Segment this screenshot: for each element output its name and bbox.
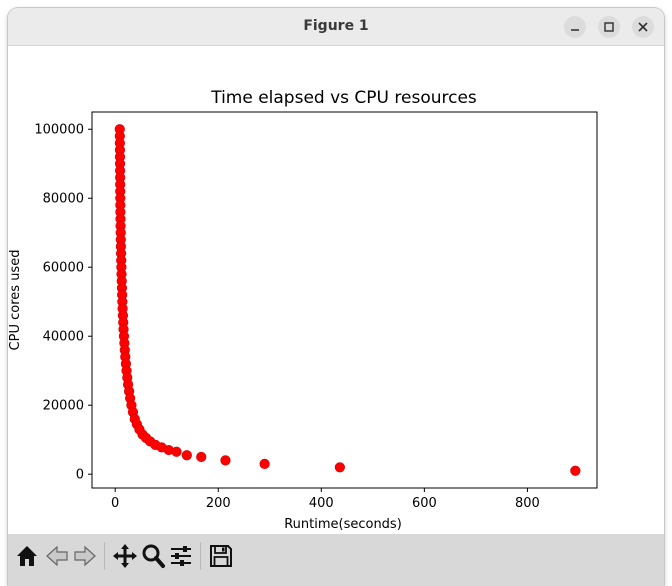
y-axis-label: CPU cores used [8,250,23,351]
y-tick-label: 0 [76,468,84,483]
minimize-icon [571,29,579,31]
home-button[interactable] [14,543,40,569]
figure-canvas[interactable]: Time elapsed vs CPU resources 0 20000 4000… [8,46,664,534]
forward-arrow-icon [74,545,96,567]
navigation-toolbar [8,534,664,586]
chart-title: Time elapsed vs CPU resources [210,88,477,108]
figure-window: Figure 1 Time elapsed vs CPU resources 0… [8,8,664,586]
x-tick-label: 800 [515,496,540,511]
y-axis-ticks: 0 20000 40000 60000 80000 100000 [34,123,92,483]
zoom-icon [142,544,165,568]
data-point [259,458,270,469]
back-arrow-icon [46,545,68,567]
data-point [220,455,231,466]
plot-frame [91,111,598,489]
x-axis-label: Runtime(seconds) [284,517,402,532]
data-points [114,124,581,476]
title-bar[interactable]: Figure 1 [8,8,664,46]
scatter-chart: Time elapsed vs CPU resources 0200004000… [8,88,598,532]
data-point [171,446,182,457]
configure-subplots-icon [171,546,191,566]
data-point [196,451,207,463]
maximize-button[interactable] [598,16,620,38]
home-icon [17,546,37,566]
y-tick-label: 20000 [43,399,84,414]
x-tick-label: 0 [111,496,119,511]
x-tick-label: 400 [309,496,334,511]
save-button[interactable] [208,543,234,569]
maximize-icon [604,22,614,32]
pan-icon [113,544,137,568]
data-point [181,450,192,461]
y-tick-label: 60000 [43,261,84,276]
close-icon [638,22,648,32]
y-tick-label: 80000 [43,192,84,207]
x-axis-ticks: 0 200 400 600 800 [111,488,540,511]
y-tick-label: 40000 [43,330,84,345]
forward-button[interactable] [72,543,98,569]
toolbar-separator [200,542,201,570]
toolbar-separator [104,542,105,570]
window-title: Figure 1 [303,18,369,34]
close-button[interactable] [632,16,654,38]
data-point [570,465,581,476]
pan-button[interactable] [112,543,138,569]
zoom-button[interactable] [140,543,166,569]
y-tick-label: 100000 [34,123,84,138]
minimize-button[interactable] [564,16,586,38]
back-button[interactable] [44,543,70,569]
save-icon [210,545,232,567]
x-tick-label: 200 [206,496,231,511]
x-tick-label: 600 [412,496,437,511]
configure-subplots-button[interactable] [168,543,194,569]
data-point [334,462,345,473]
